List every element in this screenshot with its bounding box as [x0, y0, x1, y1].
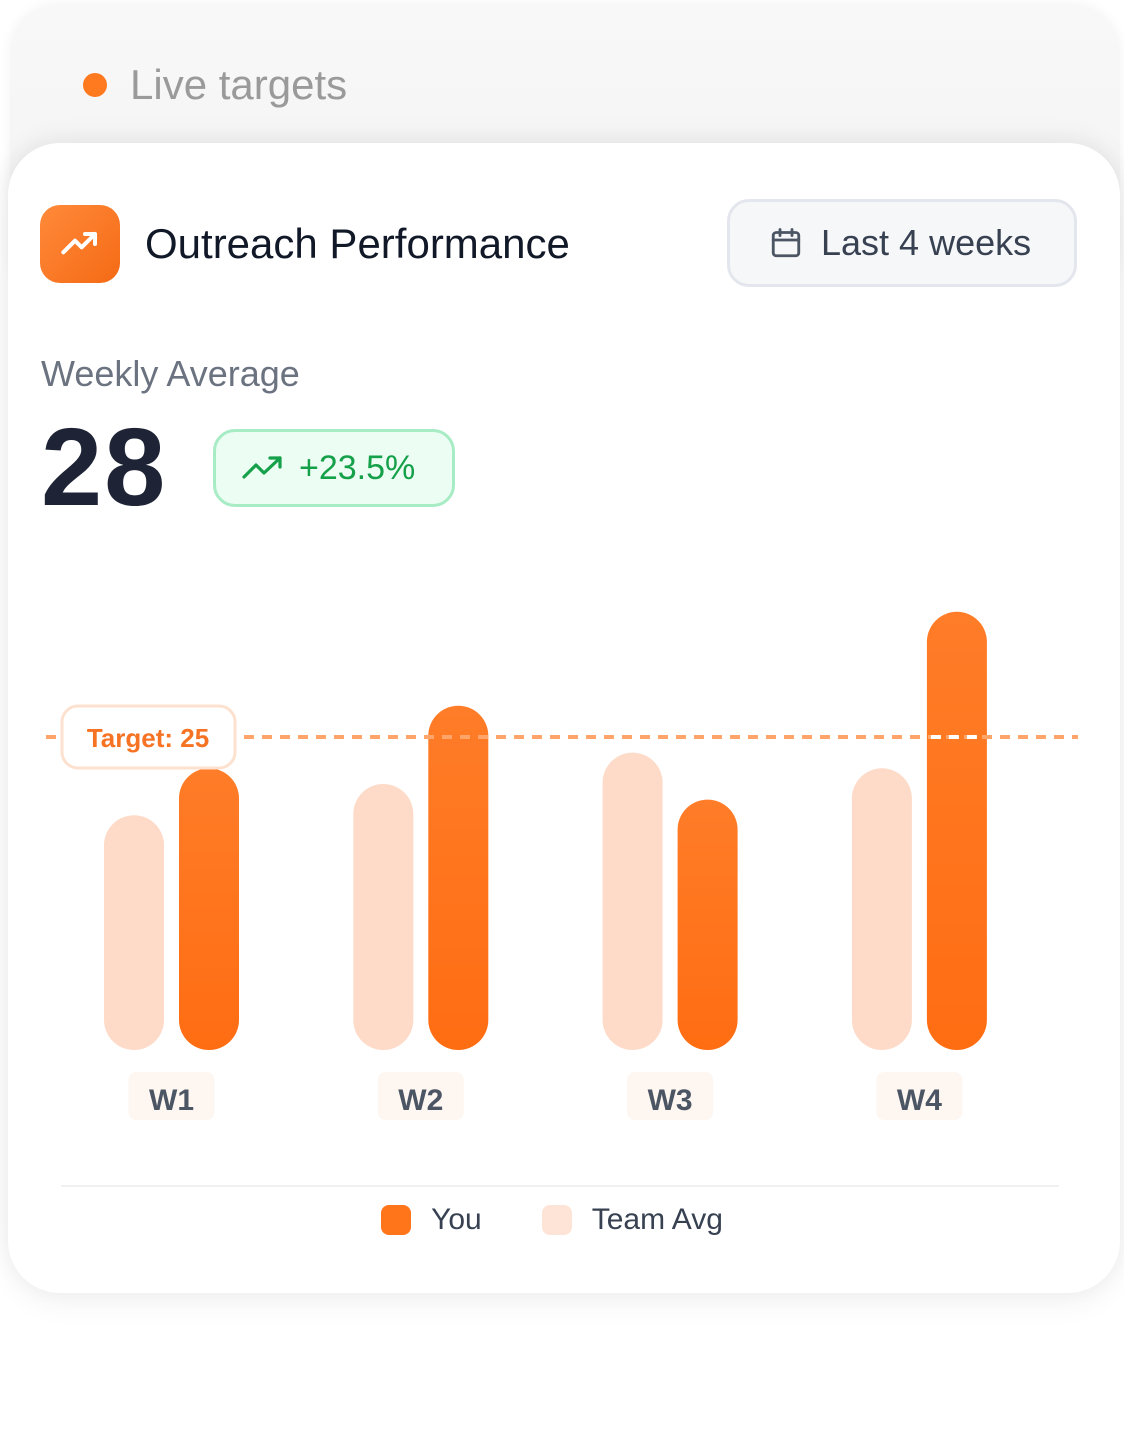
- x-tick-chip-w3: [627, 1072, 714, 1120]
- date-range-button[interactable]: Last 4 weeks: [727, 199, 1077, 287]
- x-tick-chip-w1: [128, 1072, 215, 1120]
- x-tick-chip-w2: [377, 1072, 464, 1120]
- bar-you-w1: [179, 768, 239, 1050]
- calendar-icon: [768, 225, 804, 261]
- trending-up-icon: [40, 205, 120, 283]
- x-tick-label-w3: W3: [648, 1084, 693, 1117]
- bar-you-w4: [926, 611, 987, 1050]
- change-value: +23.5%: [299, 448, 416, 487]
- legend-item-you: You: [381, 1203, 482, 1237]
- legend-swatch-team-avg: [541, 1205, 572, 1235]
- x-tick-label-w1: W1: [149, 1084, 194, 1117]
- bar-you-w2: [428, 705, 489, 1050]
- bar-you-w3: [677, 799, 738, 1050]
- target-label: Target: 25: [87, 723, 209, 753]
- weekly-average-value: 28: [41, 406, 168, 529]
- legend-divider: [61, 1185, 1059, 1187]
- bar-team-avg-w1: [104, 815, 164, 1050]
- legend-label-you: You: [431, 1203, 482, 1236]
- bar-team-avg-w3: [602, 752, 663, 1050]
- legend-swatch-you: [381, 1205, 412, 1235]
- change-badge: +23.5%: [213, 429, 455, 507]
- legend-label-team-avg: Team Avg: [591, 1203, 723, 1236]
- card-title: Outreach Performance: [145, 220, 570, 267]
- x-tick-chip-w4: [876, 1072, 963, 1120]
- legend-item-team-avg: Team Avg: [541, 1203, 723, 1237]
- bar-team-avg-w4: [851, 768, 912, 1050]
- date-range-label: Last 4 weeks: [821, 222, 1032, 263]
- target-label-pill: [60, 704, 237, 770]
- x-tick-label-w4: W4: [897, 1084, 942, 1117]
- chart-legend: You Team Avg: [8, 1203, 1120, 1237]
- trend-up-icon: [241, 453, 285, 483]
- live-targets-label: Live targets: [130, 61, 348, 108]
- live-status-dot: [83, 73, 107, 97]
- x-tick-label-w2: W2: [398, 1084, 443, 1117]
- bar-team-avg-w2: [353, 783, 414, 1050]
- weekly-average-label: Weekly Average: [41, 353, 300, 394]
